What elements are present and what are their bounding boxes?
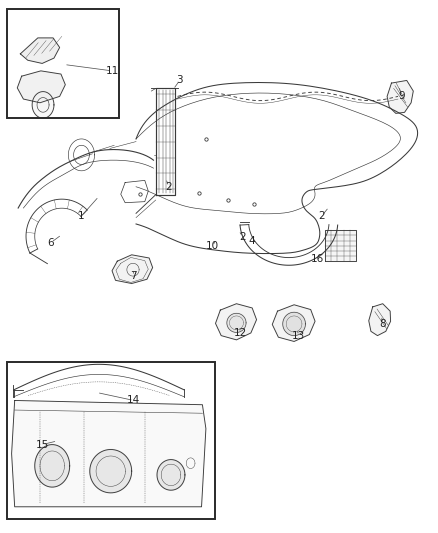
Polygon shape [157, 459, 185, 490]
Text: 16: 16 [311, 254, 324, 263]
Bar [7, 9, 119, 118]
Polygon shape [227, 313, 246, 333]
Polygon shape [90, 449, 132, 493]
Polygon shape [369, 304, 391, 336]
Text: 10: 10 [206, 241, 219, 251]
Polygon shape [20, 38, 60, 63]
Text: 9: 9 [398, 91, 405, 101]
Polygon shape [12, 400, 206, 507]
Text: 2: 2 [240, 232, 246, 243]
Polygon shape [325, 230, 356, 261]
Bar [7, 362, 215, 519]
Text: 7: 7 [131, 271, 137, 281]
Text: 12: 12 [233, 328, 247, 338]
Text: 13: 13 [292, 330, 306, 341]
Polygon shape [32, 92, 54, 118]
Text: 3: 3 [177, 76, 183, 85]
Text: 2: 2 [166, 182, 172, 192]
Polygon shape [283, 312, 305, 336]
Text: 4: 4 [248, 236, 255, 246]
Text: 6: 6 [48, 238, 54, 247]
Text: 8: 8 [379, 319, 386, 329]
Polygon shape [17, 71, 65, 103]
Text: 1: 1 [78, 211, 85, 221]
Text: 2: 2 [318, 211, 325, 221]
Polygon shape [272, 305, 315, 342]
Text: 14: 14 [127, 395, 141, 406]
Polygon shape [112, 255, 152, 284]
Polygon shape [215, 304, 257, 340]
Text: 15: 15 [35, 440, 49, 450]
Polygon shape [387, 80, 413, 114]
Text: 11: 11 [106, 66, 119, 76]
Polygon shape [35, 445, 70, 487]
